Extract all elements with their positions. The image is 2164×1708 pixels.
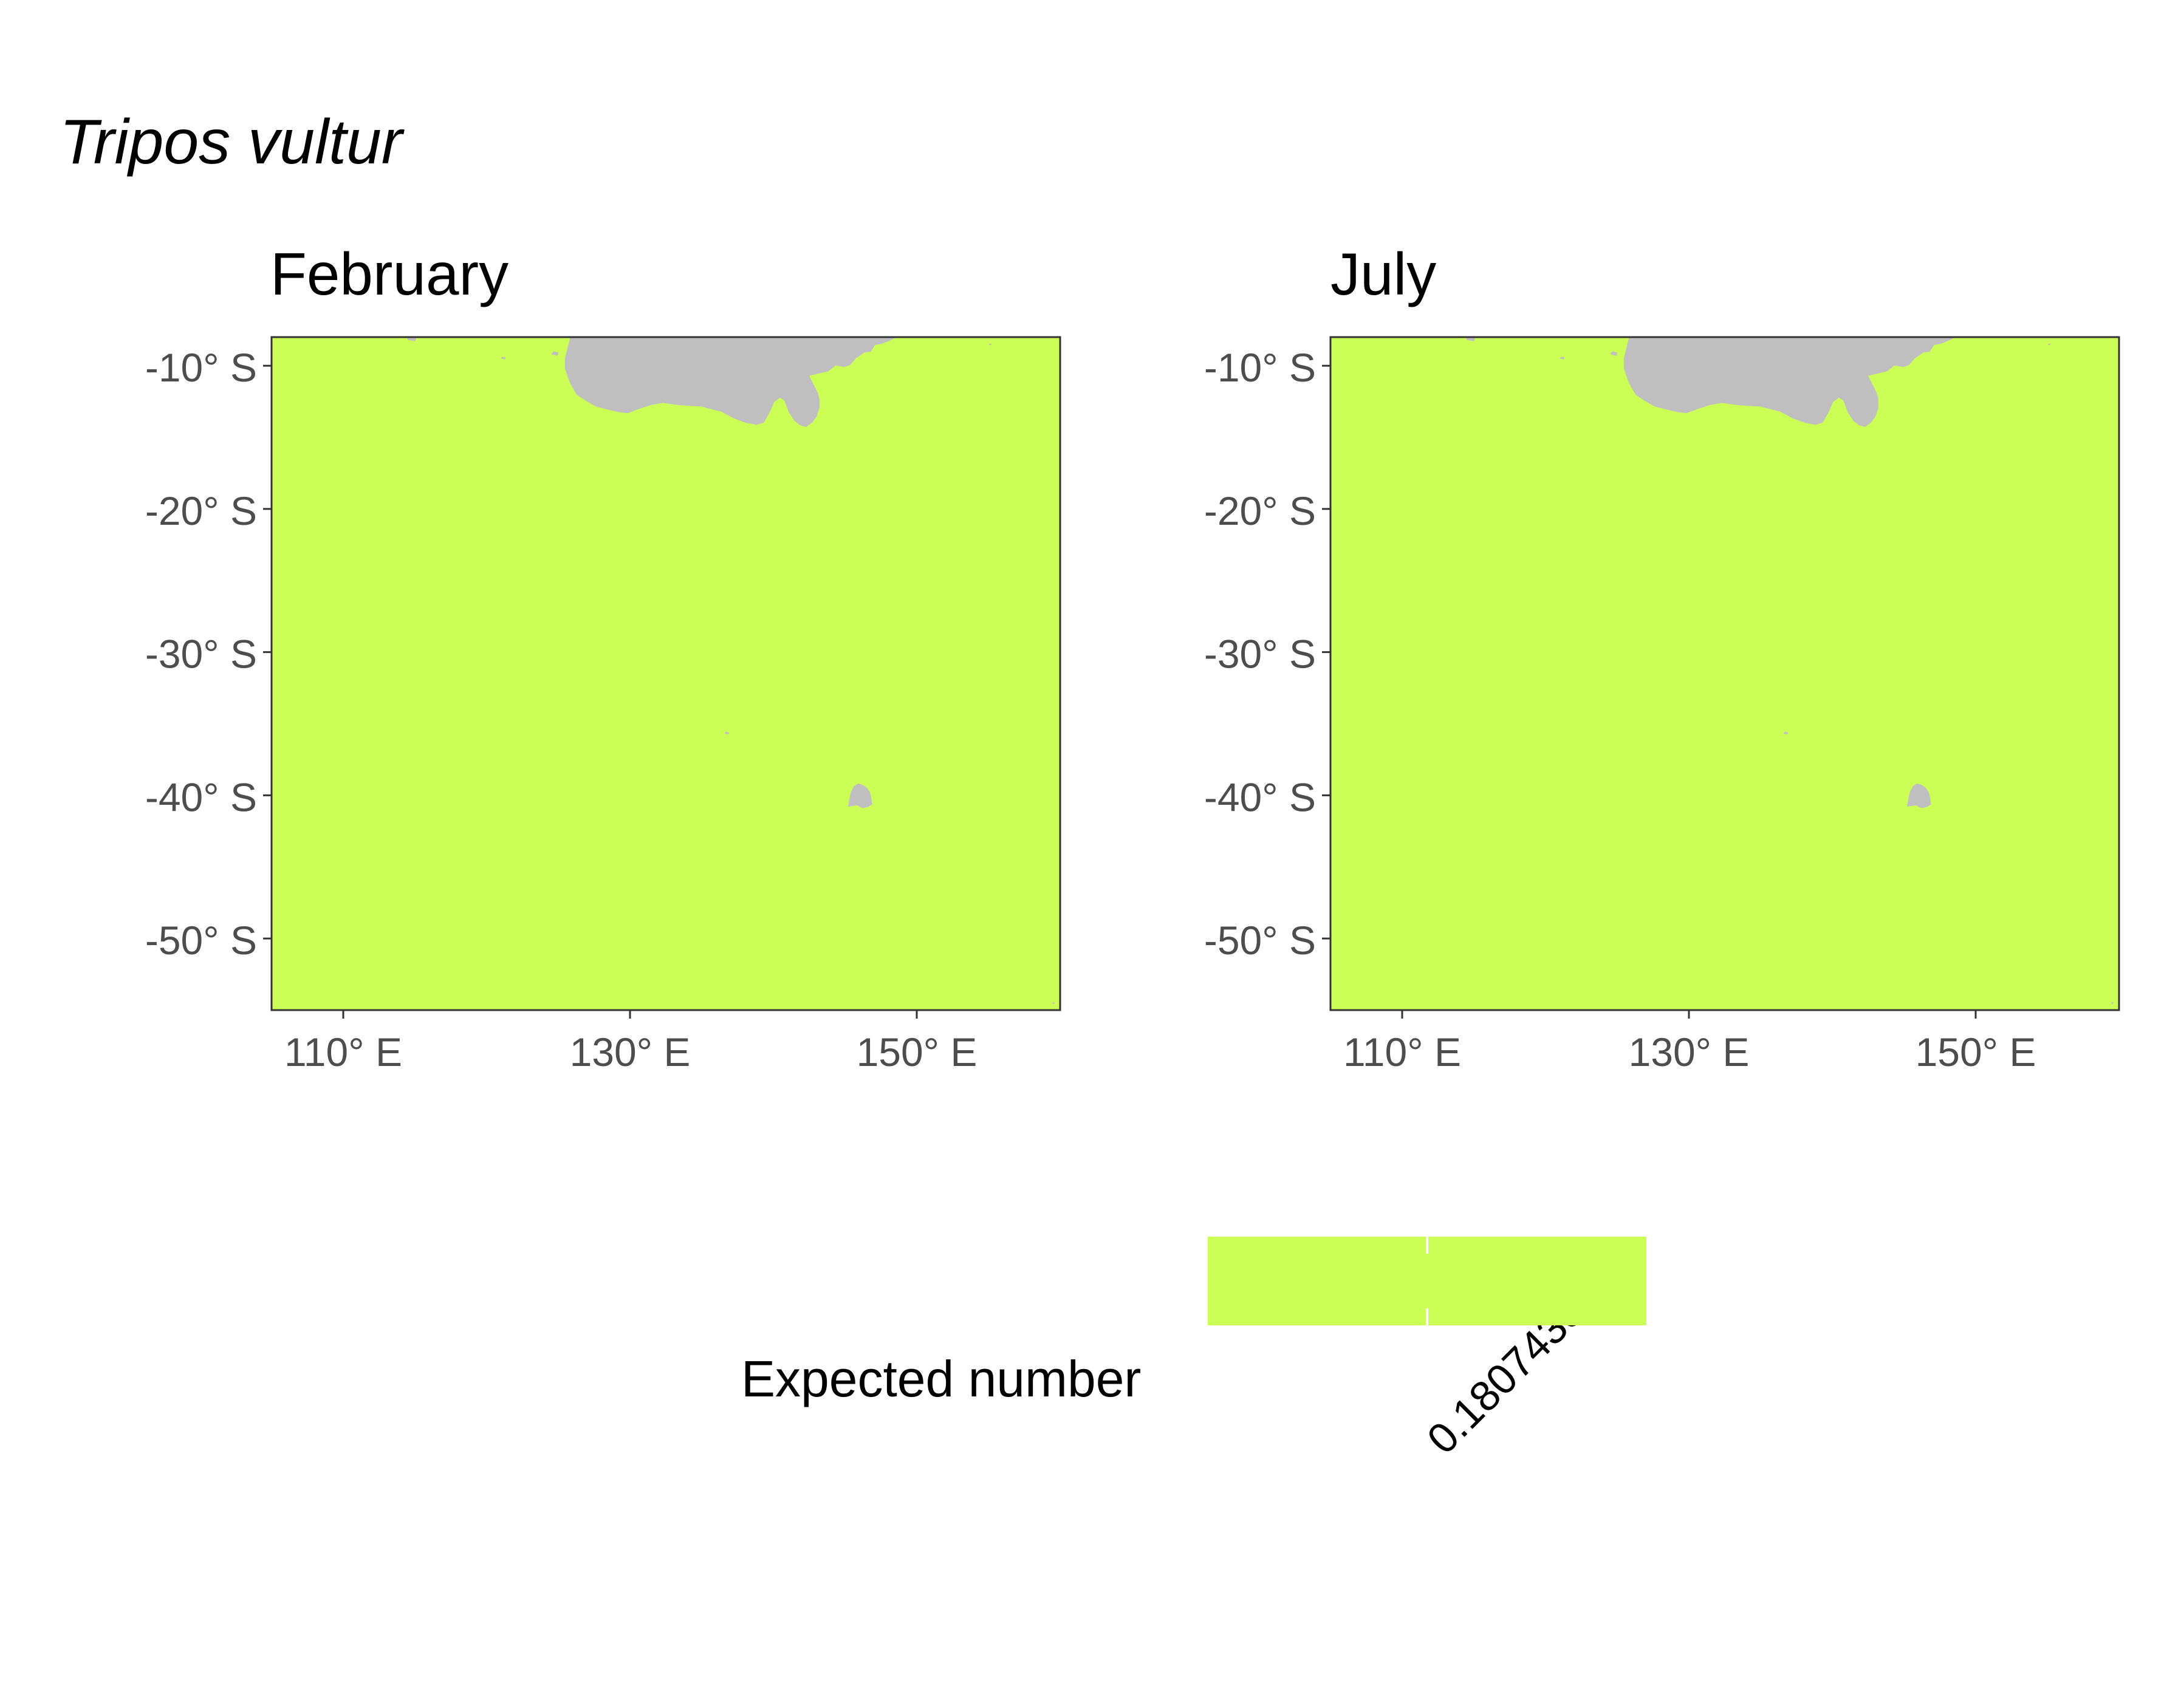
x-tick-label: 130° E	[570, 1030, 691, 1074]
x-tick-label: 150° E	[1916, 1030, 2036, 1074]
x-tick-label: 150° E	[857, 1030, 978, 1074]
panel-frame	[1329, 336, 2120, 1011]
y-tick-label: -30° S	[1204, 632, 1316, 677]
legend-title: Expected number	[741, 1350, 1142, 1407]
y-tick-label: -10° S	[1204, 345, 1316, 390]
panel-frame	[270, 336, 1061, 1011]
panel-title-july: July	[1330, 241, 1437, 307]
y-tick-label: -10° S	[145, 345, 257, 390]
y-tick-label: -50° S	[1204, 918, 1316, 963]
map-panel-february: -10° S -20° S -30° S -40° S -50° S 110° E 130°…	[145, 336, 1061, 1074]
y-tick-label: -40° S	[145, 774, 257, 819]
y-tick-label: -20° S	[145, 488, 257, 533]
y-tick-label: -20° S	[1204, 488, 1316, 533]
species-title: Tripos vultur	[60, 107, 403, 177]
ocean-area	[272, 337, 1060, 1010]
x-tick-label: 130° E	[1629, 1030, 1750, 1074]
map-panel-july: -10° S -20° S -30° S -40° S -50° S 110° E 130°…	[1204, 336, 2120, 1074]
x-tick-label: 110° E	[1343, 1030, 1461, 1074]
x-tick-label: 110° E	[284, 1030, 402, 1074]
ocean-area	[1330, 337, 2119, 1010]
y-tick-label: -40° S	[1204, 774, 1316, 819]
y-tick-label: -30° S	[145, 632, 257, 677]
panel-title-february: February	[270, 241, 509, 307]
y-tick-label: -50° S	[145, 918, 257, 963]
legend-colorbar	[1208, 1237, 1646, 1325]
